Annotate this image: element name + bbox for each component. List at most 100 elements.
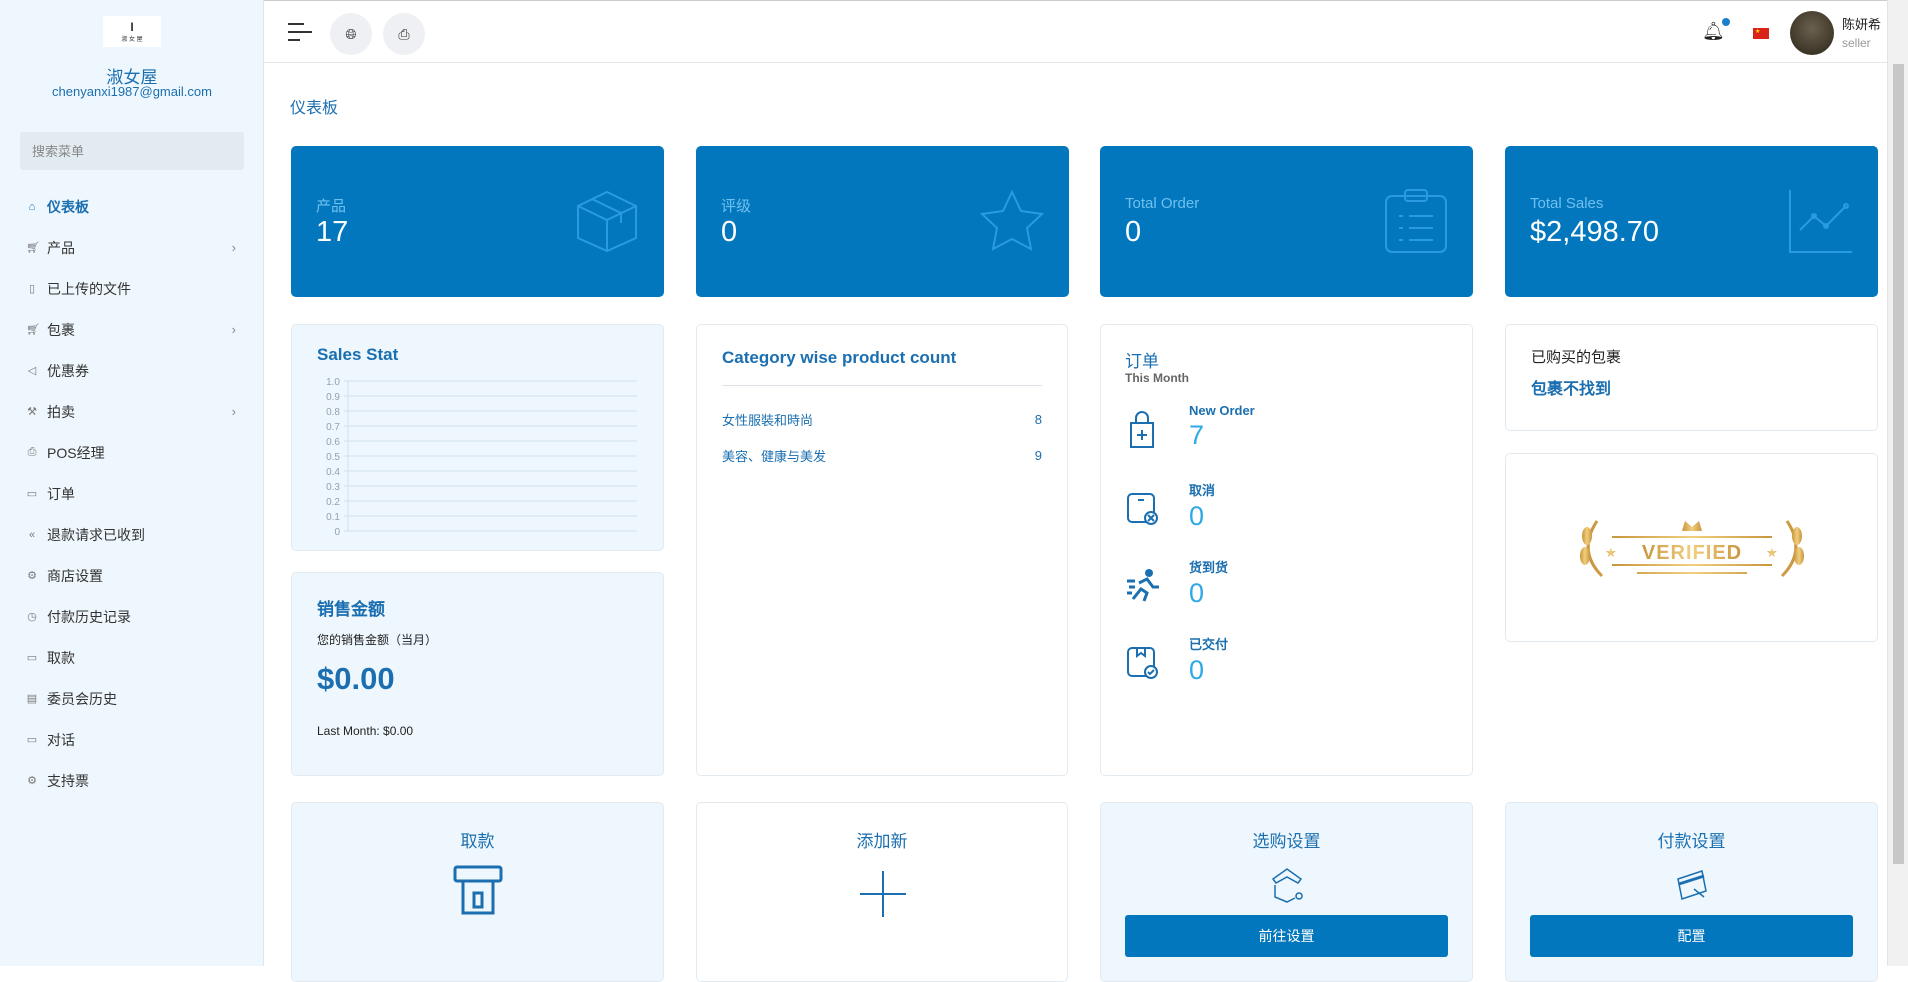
order-stat-label: New Order xyxy=(1189,403,1255,418)
order-stat-value: 0 xyxy=(1189,501,1205,531)
box-icon xyxy=(577,190,637,253)
withdraw-tile[interactable]: 取款 xyxy=(291,802,664,982)
scrollbar[interactable] xyxy=(1887,0,1908,966)
sidebar-item[interactable]: ⚙ 商店设置 xyxy=(0,555,264,596)
sidebar-item-label: 订单 xyxy=(47,485,75,502)
category-name: 女性服裝和時尚 xyxy=(722,412,814,428)
sidebar-item[interactable]: ⌂ 仪表板 xyxy=(0,186,264,227)
sidebar-item[interactable]: ⚒ 拍卖 › xyxy=(0,391,264,432)
globe-button[interactable]: 🌐︎ xyxy=(330,13,372,55)
sales-amount-card: 销售金额 您的销售金额（当月） $0.00 Last Month: $0.00 xyxy=(291,572,664,776)
print-button[interactable]: ⎙ xyxy=(383,13,425,55)
rewind-icon: « xyxy=(28,528,36,541)
sidebar-item[interactable]: ▯ 已上传的文件 xyxy=(0,268,264,309)
document-icon: ▤ xyxy=(26,693,38,705)
package-title: 已购买的包裹 xyxy=(1531,349,1622,366)
shopping-bag-plus-icon xyxy=(1130,411,1154,448)
menu-toggle-icon[interactable] xyxy=(288,23,312,47)
sidebar-item[interactable]: 🛒︎ 包裹 › xyxy=(0,309,264,350)
language-flag-icon[interactable]: ★ xyxy=(1753,28,1769,39)
stat-card-total-sales[interactable]: Total Sales $2,498.70 xyxy=(1505,146,1878,297)
category-count-card: Category wise product count 女性服裝和時尚 8 美容、健… xyxy=(696,324,1068,776)
y-tick-label: 0 xyxy=(334,527,340,538)
stat-label: 评级 xyxy=(721,198,752,215)
order-stat-row: New Order 7 xyxy=(1125,403,1255,452)
y-tick-label: 0.3 xyxy=(326,482,340,493)
box-check-icon xyxy=(1127,647,1158,679)
tile-title: 取款 xyxy=(460,832,495,851)
verified-badge-icon: ★ ★ VERIFIED xyxy=(1580,520,1804,578)
star-icon xyxy=(979,189,1045,251)
order-stat-value: 7 xyxy=(1189,420,1205,450)
tile-title: 添加新 xyxy=(856,832,908,851)
order-stat-row: 已交付 0 xyxy=(1125,634,1228,687)
sidebar-item-label: POS经理 xyxy=(47,444,105,461)
sidebar-item-label: 产品 xyxy=(47,239,75,256)
sidebar-item[interactable]: ▤ 委员会历史 xyxy=(0,678,264,719)
sidebar-item[interactable]: ▭ 取款 xyxy=(0,637,264,678)
orders-card: 订单 This Month New Order 7 取消 0 货到货 0 已交付 0 xyxy=(1100,324,1473,776)
sidebar-item[interactable]: ▭ 对话 xyxy=(0,719,264,760)
page-title: 仪表板 xyxy=(290,100,339,117)
home-icon: ⌂ xyxy=(28,200,36,213)
card-title: Sales Stat xyxy=(317,345,399,364)
order-stat-row: 取消 0 xyxy=(1125,480,1215,533)
history-icon: ◷ xyxy=(27,611,37,623)
card-title: 订单 xyxy=(1125,352,1159,371)
stat-value: 0 xyxy=(1125,216,1142,248)
sidebar-item[interactable]: ◁ 优惠券 xyxy=(0,350,264,391)
ticket-icon: ▭ xyxy=(26,488,38,500)
order-stat-value: 0 xyxy=(1189,655,1205,685)
folder-icon: ▯ xyxy=(28,283,36,295)
configure-button[interactable]: 配置 xyxy=(1530,915,1853,957)
shop-name: 淑女屋 xyxy=(106,68,158,87)
sidebar-item[interactable]: ◷ 付款历史记录 xyxy=(0,596,264,637)
sales-subtitle: 您的销售金额（当月） xyxy=(317,633,438,647)
y-tick-label: 0.2 xyxy=(326,497,340,508)
stat-card-products[interactable]: 产品 17 xyxy=(291,146,664,297)
gavel-icon: ⚒ xyxy=(27,406,37,418)
sales-stat-chart: 0 0.1 0.2 0.3 0.4 0.5 0.6 0.7 0.8 0.9 1.0 xyxy=(326,377,637,538)
card-settings-icon xyxy=(1677,870,1707,900)
verified-text: VERIFIED xyxy=(1642,542,1742,564)
sidebar-item[interactable]: ▭ 订单 xyxy=(0,473,264,514)
y-tick-label: 0.8 xyxy=(326,407,340,418)
sidebar-item[interactable]: ⚙ 支持票 xyxy=(0,760,264,801)
user-name: 陈妍希 xyxy=(1842,17,1882,32)
sidebar-item-label: 商店设置 xyxy=(47,567,103,584)
add-new-tile[interactable]: 添加新 xyxy=(696,802,1068,982)
megaphone-icon: ◁ xyxy=(27,365,37,377)
verified-card: ★ ★ VERIFIED xyxy=(1505,453,1878,642)
box-cancel-icon xyxy=(1127,493,1158,525)
sidebar-item[interactable]: « 退款请求已收到 xyxy=(0,514,264,555)
tile-title: 付款设置 xyxy=(1657,832,1726,851)
notification-bell-icon[interactable]: 🔔︎ xyxy=(1702,18,1730,42)
sidebar-item[interactable]: 🛒︎ 产品 › xyxy=(0,227,264,268)
y-tick-label: 0.7 xyxy=(326,422,340,433)
order-stat-value: 0 xyxy=(1189,578,1205,608)
user-role: seller xyxy=(1842,36,1871,50)
sidebar-item-label: 委员会历史 xyxy=(47,690,117,707)
sidebar: I淑 女 屋 淑女屋 chenyanxi1987@gmail.com ⌂ 仪表板 🛒… xyxy=(0,0,264,966)
y-tick-label: 0.5 xyxy=(326,452,340,463)
chevron-right-icon: › xyxy=(231,240,236,255)
sidebar-item-label: 已上传的文件 xyxy=(47,280,131,297)
top-header: 🌐︎ ⎙ 🔔︎ ★ 陈妍希 seller xyxy=(264,0,1887,63)
order-stat-row: 货到货 0 xyxy=(1125,557,1228,610)
avatar[interactable] xyxy=(1790,11,1834,55)
category-count: 9 xyxy=(1034,447,1042,463)
stat-card-total-order[interactable]: Total Order 0 xyxy=(1100,146,1473,297)
category-name: 美容、健康与美发 xyxy=(722,448,827,464)
stat-label: Total Sales xyxy=(1530,195,1604,212)
sidebar-item[interactable]: ⎙ POS经理 xyxy=(0,432,264,473)
plus-icon xyxy=(860,871,906,917)
star-icon: ★ xyxy=(1766,545,1778,560)
stat-card-rating[interactable]: 评级 0 xyxy=(696,146,1069,297)
category-row: 女性服裝和時尚 8 xyxy=(722,401,1042,437)
y-tick-label: 0.1 xyxy=(326,512,340,523)
card-title: Category wise product count xyxy=(722,348,957,367)
go-to-settings-button[interactable]: 前往设置 xyxy=(1125,915,1448,957)
sales-amount-value: $0.00 xyxy=(317,661,395,696)
menu-search-input[interactable] xyxy=(20,132,244,170)
